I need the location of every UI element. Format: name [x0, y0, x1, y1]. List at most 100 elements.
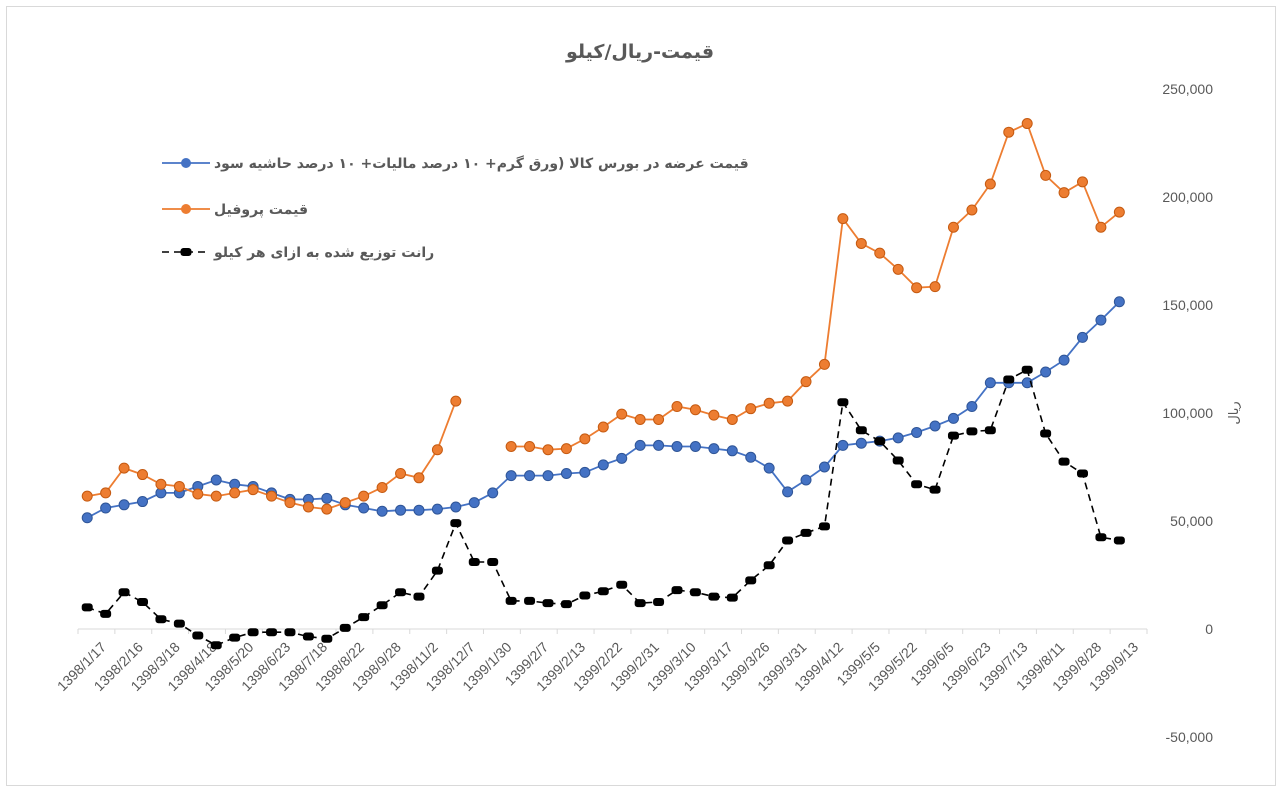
- legend: قیمت عرضه در بورس کالا (ورق گرم+ ۱۰ درصد…: [162, 155, 749, 261]
- series-3: [81, 365, 1125, 650]
- data-point: [560, 443, 572, 455]
- data-point: [81, 490, 93, 502]
- data-point: [837, 398, 849, 407]
- data-point: [1113, 536, 1125, 545]
- data-point: [616, 580, 628, 589]
- data-point: [321, 492, 333, 504]
- data-point: [782, 486, 794, 498]
- data-point: [542, 444, 554, 456]
- data-point: [837, 439, 849, 451]
- data-point: [616, 408, 628, 420]
- data-point: [302, 501, 314, 513]
- data-point: [358, 490, 370, 502]
- series-2: [81, 118, 1125, 515]
- data-point: [616, 452, 628, 464]
- data-point: [358, 613, 370, 622]
- data-point: [524, 470, 536, 482]
- data-point: [229, 487, 241, 499]
- data-point: [376, 482, 388, 494]
- data-point: [818, 358, 830, 370]
- data-point: [450, 501, 462, 513]
- data-point: [155, 478, 167, 490]
- data-point: [1021, 118, 1033, 130]
- data-point: [1003, 375, 1015, 384]
- data-point: [560, 600, 572, 609]
- data-point: [542, 599, 554, 608]
- data-point: [81, 603, 93, 612]
- data-point: [1040, 429, 1052, 438]
- data-point: [1076, 331, 1088, 343]
- y-axis-ticks: -50,000 0 50,000 100,000 150,000 200,000 250,0…: [1162, 81, 1213, 745]
- data-point: [874, 247, 886, 259]
- data-point: [487, 487, 499, 499]
- data-point: [100, 487, 112, 499]
- data-point: [1058, 187, 1070, 199]
- data-point: [782, 395, 794, 407]
- data-point: [671, 586, 683, 595]
- data-point: [800, 376, 812, 388]
- data-point: [892, 432, 904, 444]
- legend-marker: [181, 204, 191, 214]
- data-point: [431, 566, 443, 575]
- x-axis: [77, 628, 1148, 634]
- data-point: [155, 615, 167, 624]
- data-point: [911, 480, 923, 489]
- data-point: [929, 281, 941, 293]
- data-point: [247, 484, 259, 496]
- data-point: [947, 221, 959, 233]
- y-tick-label: 100,000: [1162, 405, 1213, 421]
- chart-title: قيمت-ريال/کيلو: [565, 41, 714, 63]
- data-point: [984, 178, 996, 190]
- data-point: [173, 480, 185, 492]
- data-point: [1003, 126, 1015, 138]
- series-line: [86, 301, 1121, 519]
- data-point: [911, 426, 923, 438]
- data-point: [1095, 314, 1107, 326]
- data-point: [1058, 457, 1070, 466]
- legend-marker: [180, 248, 192, 256]
- data-point: [302, 632, 314, 641]
- data-point: [947, 431, 959, 440]
- data-point: [339, 623, 351, 632]
- data-point: [321, 634, 333, 643]
- y-tick-label: 200,000: [1162, 189, 1213, 205]
- data-point: [653, 413, 665, 425]
- data-point: [911, 282, 923, 294]
- data-point: [966, 204, 978, 216]
- data-point: [450, 395, 462, 407]
- data-point: [100, 502, 112, 514]
- data-point: [892, 456, 904, 465]
- data-point: [579, 466, 591, 478]
- data-point: [874, 437, 886, 446]
- data-point: [100, 609, 112, 618]
- legend-label: قیمت پروفیل: [214, 202, 308, 218]
- data-point: [763, 397, 775, 409]
- data-point: [763, 462, 775, 474]
- data-point: [966, 427, 978, 436]
- y-tick-label: 250,000: [1162, 81, 1213, 97]
- data-point: [413, 592, 425, 601]
- data-point: [321, 503, 333, 515]
- data-point: [634, 439, 646, 451]
- data-point: [1040, 366, 1052, 378]
- data-point: [431, 503, 443, 515]
- data-point: [726, 413, 738, 425]
- series-1: [81, 296, 1125, 524]
- data-point: [966, 401, 978, 413]
- data-point: [192, 488, 204, 500]
- data-point: [339, 497, 351, 509]
- data-point: [800, 474, 812, 486]
- data-point: [210, 641, 222, 650]
- y-tick-label: 0: [1205, 621, 1213, 637]
- data-point: [726, 593, 738, 602]
- data-point: [689, 440, 701, 452]
- data-point: [634, 413, 646, 425]
- data-point: [137, 469, 149, 481]
- data-point: [542, 470, 554, 482]
- data-point: [118, 499, 130, 511]
- data-point: [284, 497, 296, 509]
- data-point: [431, 444, 443, 456]
- data-point: [524, 596, 536, 605]
- y-tick-label: 150,000: [1162, 297, 1213, 313]
- data-point: [1113, 206, 1125, 218]
